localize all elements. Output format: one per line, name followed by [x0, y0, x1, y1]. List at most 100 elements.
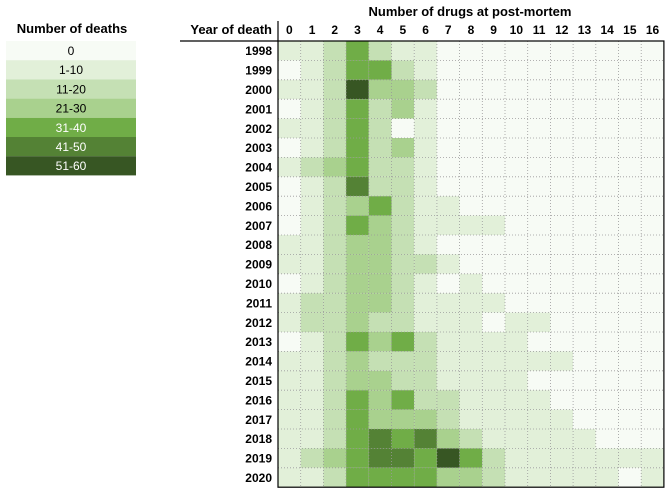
- heatmap-cell: [459, 332, 483, 352]
- legend-swatch: [6, 156, 136, 176]
- heatmap-cell: [527, 118, 551, 138]
- heatmap-cell: [346, 60, 369, 80]
- heatmap-cell: [300, 312, 324, 332]
- heatmap-cell: [459, 215, 483, 235]
- heatmap-cell: [505, 429, 528, 449]
- heatmap-cell: [278, 235, 301, 255]
- x-tick-label: 9: [490, 23, 497, 37]
- y-tick-label: 2020: [245, 471, 272, 485]
- heatmap-cell: [368, 41, 392, 61]
- heatmap-cell: [618, 254, 642, 274]
- heatmap-cell: [300, 196, 324, 216]
- heatmap-cell: [595, 332, 619, 352]
- heatmap-cell: [459, 351, 483, 371]
- heatmap-cell: [550, 118, 574, 138]
- heatmap-cell: [505, 118, 528, 138]
- heatmap-cell: [482, 157, 505, 177]
- heatmap-cell: [391, 235, 415, 255]
- heatmap-cell: [300, 215, 324, 235]
- heatmap-cell: [641, 79, 664, 100]
- heatmap-cell: [391, 332, 415, 352]
- heatmap-cell: [436, 312, 460, 332]
- heatmap-cell: [368, 312, 392, 332]
- heatmap-cell: [436, 60, 460, 80]
- heatmap-cell: [278, 312, 301, 332]
- heatmap-cell: [641, 215, 664, 235]
- heatmap-cell: [414, 429, 437, 449]
- heatmap-cell: [391, 118, 415, 138]
- y-tick-label: 2006: [245, 199, 272, 213]
- heatmap-cell: [300, 448, 324, 468]
- legend-swatch: [6, 41, 136, 61]
- heatmap-cell: [346, 196, 369, 216]
- heatmap-cell: [641, 157, 664, 177]
- heatmap-cell: [618, 351, 642, 371]
- heatmap-cell: [346, 332, 369, 352]
- legend-label: 21-30: [56, 102, 87, 116]
- heatmap-cell: [595, 254, 619, 274]
- heatmap-cell: [368, 176, 392, 197]
- heatmap-cell: [482, 351, 505, 371]
- heatmap-cell: [527, 273, 551, 294]
- heatmap-cell: [278, 293, 301, 313]
- heatmap-cell: [278, 215, 301, 235]
- heatmap-cell: [550, 79, 574, 100]
- heatmap-cell: [300, 390, 324, 410]
- heatmap-cell: [618, 409, 642, 429]
- heatmap-cell: [278, 196, 301, 216]
- heatmap-cell: [414, 448, 437, 468]
- heatmap-cell: [346, 235, 369, 255]
- heatmap-cell: [278, 176, 301, 197]
- heatmap-cell: [595, 196, 619, 216]
- heatmap-cell: [323, 467, 347, 488]
- heatmap-cell: [505, 390, 528, 410]
- heatmap-cell: [482, 409, 505, 429]
- heatmap-cell: [300, 138, 324, 158]
- heatmap-cell: [346, 409, 369, 429]
- heatmap-cell: [346, 176, 369, 197]
- heatmap-cell: [641, 332, 664, 352]
- heatmap-cell: [368, 429, 392, 449]
- heatmap-cell: [323, 176, 347, 197]
- heatmap-cell: [482, 99, 505, 119]
- x-tick-label: 11: [533, 23, 546, 37]
- heatmap-cell: [482, 293, 505, 313]
- x-tick-label: 4: [377, 23, 384, 37]
- heatmap-cell: [414, 409, 437, 429]
- y-tick-label: 2005: [245, 180, 272, 194]
- heatmap-cell: [300, 176, 324, 197]
- heatmap-cell: [482, 370, 505, 391]
- y-tick-label: 2014: [245, 355, 272, 369]
- heatmap-cell: [482, 312, 505, 332]
- heatmap-cell: [527, 351, 551, 371]
- heatmap-cell: [550, 176, 574, 197]
- heatmap-cell: [482, 467, 505, 488]
- heatmap-cell: [323, 448, 347, 468]
- heatmap-cell: [414, 370, 437, 391]
- heatmap-cell: [527, 196, 551, 216]
- heatmap-cell: [346, 448, 369, 468]
- heatmap-cell: [278, 390, 301, 410]
- heatmap-cell: [595, 157, 619, 177]
- heatmap-cell: [527, 293, 551, 313]
- legend-swatch: [6, 98, 136, 118]
- heatmap-cell: [278, 118, 301, 138]
- heatmap-cell: [573, 429, 596, 449]
- heatmap-cell: [482, 41, 505, 61]
- heatmap-cell: [641, 176, 664, 197]
- heatmap-cell: [323, 99, 347, 119]
- heatmap-cell: [482, 448, 505, 468]
- heatmap-cell: [391, 157, 415, 177]
- heatmap-cell: [459, 41, 483, 61]
- heatmap-cell: [595, 215, 619, 235]
- heatmap-cell: [391, 60, 415, 80]
- heatmap-cell: [300, 273, 324, 294]
- heatmap-cell: [595, 138, 619, 158]
- heatmap-cell: [323, 157, 347, 177]
- heatmap-cell: [573, 448, 596, 468]
- heatmap-cell: [550, 370, 574, 391]
- heatmap-cell: [368, 79, 392, 100]
- heatmap-cell: [527, 176, 551, 197]
- heatmap-cell: [300, 99, 324, 119]
